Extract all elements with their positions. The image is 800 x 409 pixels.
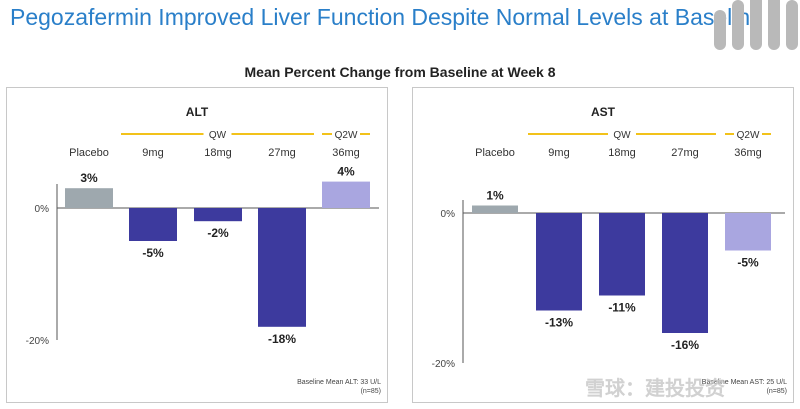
- ast-bar-1: [536, 213, 582, 311]
- ast-category-label-0: Placebo: [475, 147, 515, 159]
- ast-value-label-4: -5%: [737, 256, 759, 270]
- ast-q2w-label: Q2W: [737, 130, 760, 141]
- ast-value-label-3: -16%: [671, 338, 699, 352]
- alt-bar-0: [65, 188, 113, 208]
- alt-bar-1: [129, 208, 177, 241]
- watermark: 雪球：建投投资: [585, 378, 725, 400]
- alt-footnote-baseline: Baseline Mean ALT: 33 U/L: [297, 379, 381, 386]
- alt-q2w-label: Q2W: [335, 130, 358, 141]
- ast-chart: AST 0% -20% QW Q2W Placebo 1% 9mg -13% 18mg -11% 27…: [432, 105, 785, 370]
- ast-footnote-baseline: Baseline Mean AST: 25 U/L: [701, 379, 787, 386]
- chart-subtitle: Mean Percent Change from Baseline at Wee…: [244, 64, 556, 80]
- ast-category-label-4: 36mg: [734, 147, 762, 159]
- alt-category-label-4: 36mg: [332, 147, 360, 159]
- ast-bar-2: [599, 213, 645, 296]
- alt-y-tick-1: -20%: [26, 336, 49, 347]
- alt-bar-4: [322, 181, 370, 208]
- ast-y-tick-1: -20%: [432, 359, 455, 370]
- ast-chart-panel: AST 0% -20% QW Q2W Placebo 1% 9mg -13% 18mg -11% 27…: [412, 87, 794, 403]
- alt-qw-label: QW: [209, 130, 227, 141]
- alt-value-label-3: -18%: [268, 332, 296, 346]
- alt-category-label-1: 9mg: [142, 147, 163, 159]
- alt-value-label-0: 3%: [80, 171, 98, 185]
- ast-category-label-1: 9mg: [548, 147, 569, 159]
- ast-value-label-1: -13%: [545, 316, 573, 330]
- company-logo: [714, 0, 798, 50]
- alt-panel-title: ALT: [186, 105, 209, 119]
- ast-category-label-3: 27mg: [671, 147, 699, 159]
- alt-category-label-0: Placebo: [69, 147, 109, 159]
- ast-qw-label: QW: [613, 130, 631, 141]
- alt-bar-3: [258, 208, 306, 327]
- ast-category-label-2: 18mg: [608, 147, 636, 159]
- ast-bar-3: [662, 213, 708, 333]
- alt-value-label-2: -2%: [207, 226, 229, 240]
- alt-footnote-n: (n=85): [360, 388, 381, 395]
- alt-chart: ALT 0% -20% QW Q2W Placebo 3% 9mg -5% 18mg -2% 27mg…: [26, 105, 379, 347]
- alt-category-label-2: 18mg: [204, 147, 232, 159]
- ast-footnote-n: (n=85): [766, 388, 787, 395]
- ast-value-label-0: 1%: [486, 189, 504, 203]
- ast-bar-0: [472, 205, 518, 213]
- alt-y-tick-0: 0%: [35, 204, 50, 215]
- alt-value-label-1: -5%: [142, 246, 164, 260]
- ast-panel-title: AST: [591, 105, 616, 119]
- ast-bar-4: [725, 213, 771, 251]
- ast-value-label-2: -11%: [608, 301, 636, 315]
- ast-y-tick-0: 0%: [441, 209, 456, 220]
- alt-chart-panel: ALT 0% -20% QW Q2W Placebo 3% 9mg -5% 18mg -2% 27mg…: [6, 87, 388, 403]
- page-title: Pegozafermin Improved Liver Function Des…: [10, 4, 763, 30]
- alt-value-label-4: 4%: [337, 165, 355, 179]
- alt-category-label-3: 27mg: [268, 147, 296, 159]
- alt-bar-2: [194, 208, 242, 222]
- alt-footnote: Baseline Mean ALT: 33 U/L (n=85): [297, 378, 381, 396]
- ast-footnote: Baseline Mean AST: 25 U/L (n=85): [702, 378, 787, 396]
